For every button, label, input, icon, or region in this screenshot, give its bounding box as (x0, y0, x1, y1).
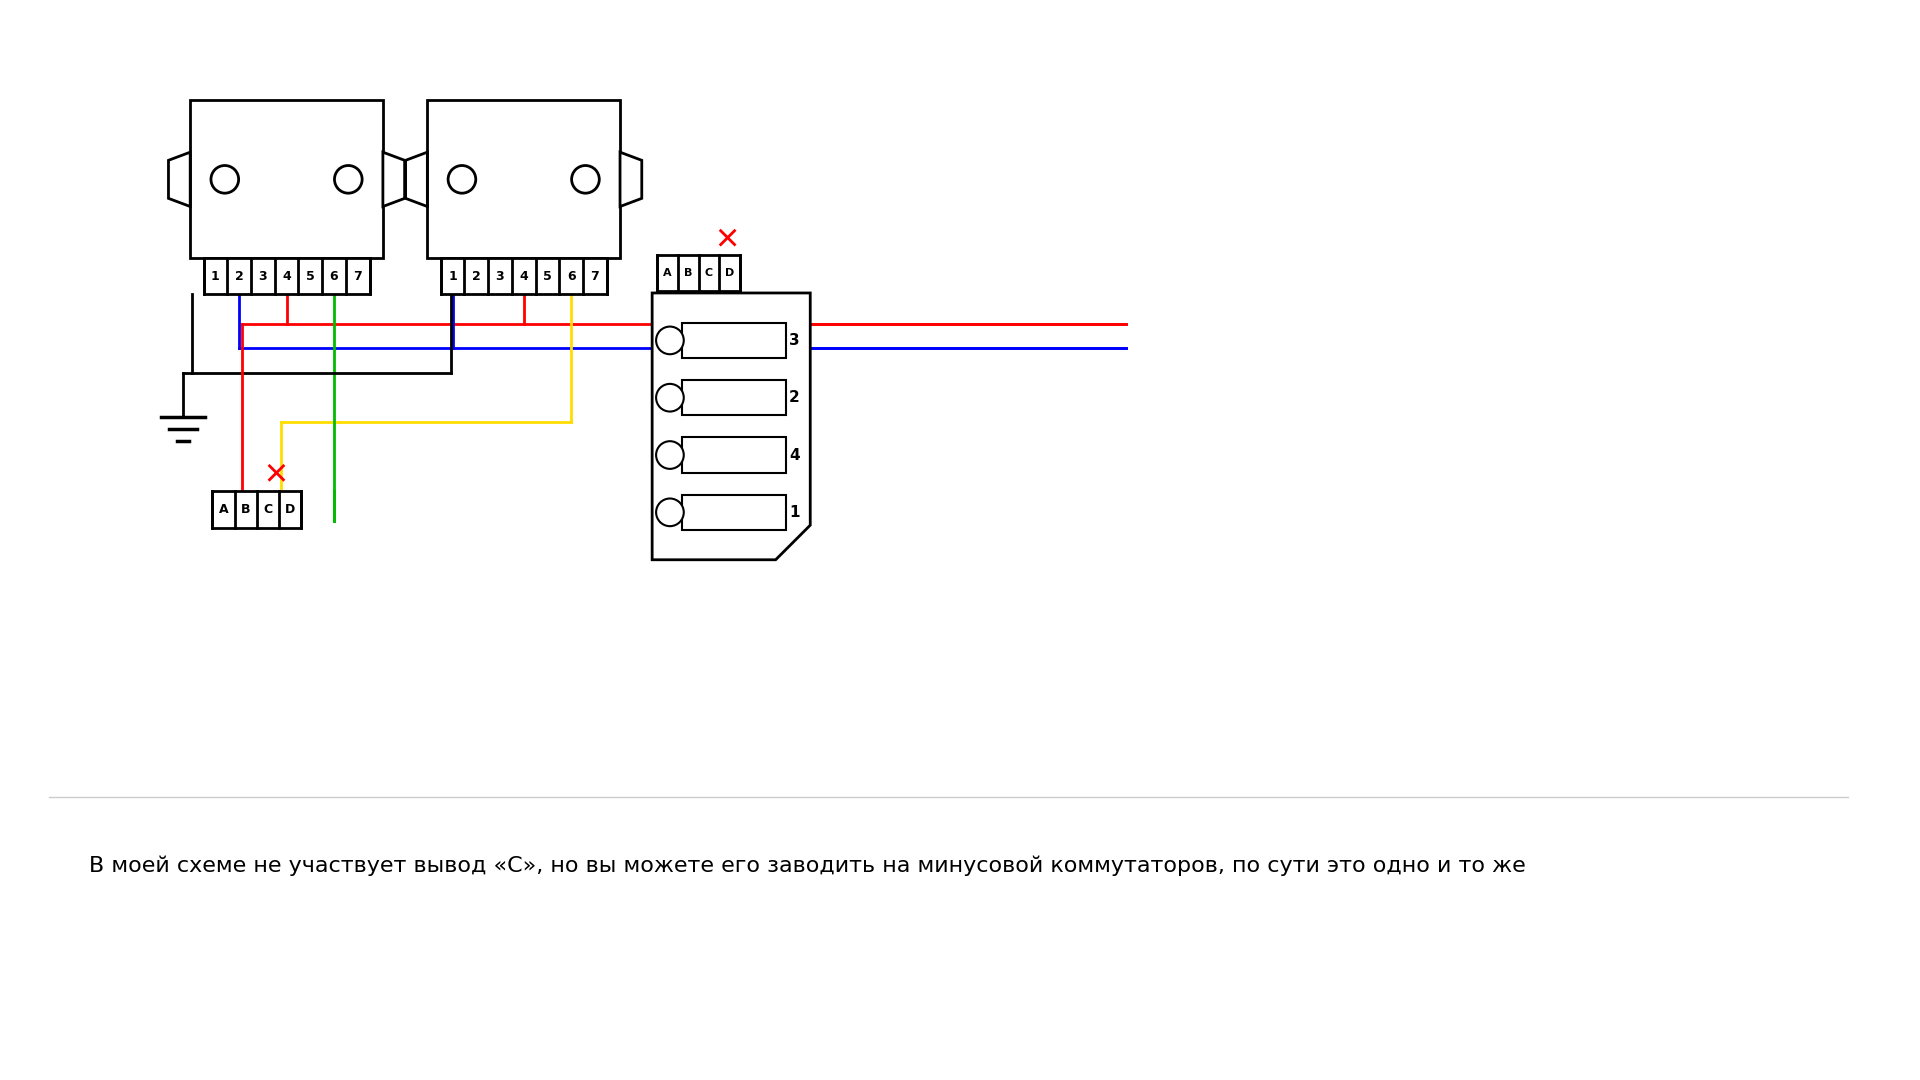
Text: 6: 6 (330, 270, 338, 283)
Text: 1: 1 (789, 504, 801, 519)
Text: C: C (705, 268, 712, 279)
Text: 4: 4 (518, 270, 528, 283)
Circle shape (657, 326, 684, 354)
Circle shape (572, 165, 599, 193)
Text: C: C (263, 503, 273, 516)
Text: 5: 5 (543, 270, 551, 283)
Text: A: A (219, 503, 228, 516)
Circle shape (657, 499, 684, 526)
Bar (682, 323, 785, 359)
Text: 7: 7 (353, 270, 363, 283)
Text: A: A (662, 268, 672, 279)
Bar (204, 258, 369, 294)
Text: D: D (726, 268, 733, 279)
Text: 3: 3 (789, 333, 801, 348)
Bar (682, 380, 785, 416)
Text: 1: 1 (447, 270, 457, 283)
Polygon shape (405, 152, 428, 206)
Text: 2: 2 (472, 270, 480, 283)
Text: B: B (242, 503, 250, 516)
Bar (213, 490, 301, 528)
Text: 4: 4 (789, 447, 801, 462)
Text: 7: 7 (591, 270, 599, 283)
Text: 2: 2 (234, 270, 244, 283)
Circle shape (657, 383, 684, 411)
Polygon shape (382, 152, 405, 206)
Text: В моей схеме не участвует вывод «С», но вы можете его заводить на минусовой комм: В моей схеме не участвует вывод «С», но … (88, 855, 1526, 876)
Polygon shape (169, 152, 190, 206)
Text: 3: 3 (495, 270, 505, 283)
Bar (682, 437, 785, 473)
Circle shape (211, 165, 238, 193)
Text: 4: 4 (282, 270, 292, 283)
Circle shape (334, 165, 363, 193)
Text: 3: 3 (259, 270, 267, 283)
Circle shape (657, 442, 684, 469)
Text: 5: 5 (305, 270, 315, 283)
Text: 6: 6 (566, 270, 576, 283)
Text: 1: 1 (211, 270, 219, 283)
Polygon shape (620, 152, 641, 206)
Polygon shape (653, 293, 810, 559)
Bar (682, 495, 785, 530)
Bar (657, 256, 739, 291)
Bar (428, 100, 620, 258)
Text: 2: 2 (789, 390, 801, 405)
Bar (442, 258, 607, 294)
Text: D: D (286, 503, 296, 516)
Circle shape (447, 165, 476, 193)
Bar (190, 100, 382, 258)
Text: B: B (684, 268, 693, 279)
